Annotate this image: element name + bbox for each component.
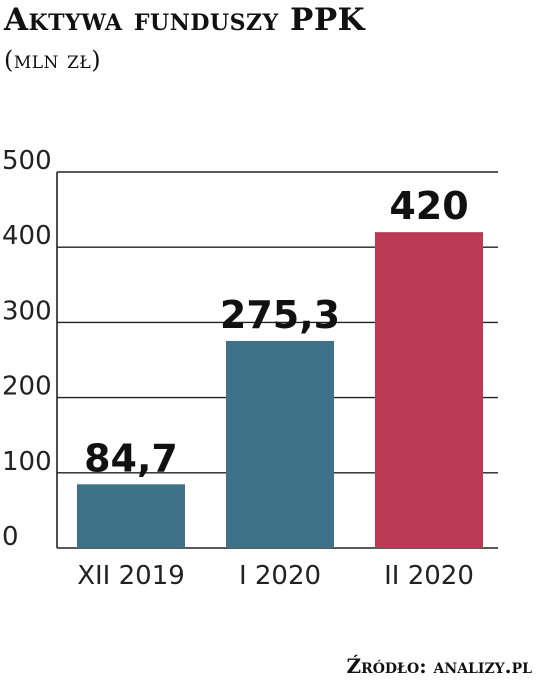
y-tick-label: 100	[2, 447, 52, 477]
bar-value-label: 420	[389, 184, 468, 228]
bar-value-label: 84,7	[84, 436, 178, 480]
x-category-label: XII 2019	[77, 561, 185, 591]
y-tick-label: 400	[2, 221, 52, 251]
bar-value-label: 275,3	[220, 293, 340, 337]
y-axis: 0 100 200 300 400 500	[2, 146, 58, 552]
bar	[375, 232, 483, 548]
bar	[77, 484, 185, 548]
x-category-label: II 2020	[384, 561, 474, 591]
y-tick-label: 0	[2, 522, 19, 552]
y-tick-label: 300	[2, 296, 52, 326]
bars	[77, 232, 483, 548]
source-note: Źródło: analizy.pl	[346, 654, 532, 678]
labels: 84,7 XII 2019 275,3 I 2020 420 II 2020	[77, 184, 474, 591]
y-tick-label: 500	[2, 146, 52, 176]
y-tick-label: 200	[2, 372, 52, 402]
bar	[226, 340, 334, 548]
chart-title: Aktywa funduszy PPK	[4, 2, 366, 38]
x-category-label: I 2020	[239, 561, 321, 591]
chart-subtitle: (mln zł)	[4, 46, 102, 74]
